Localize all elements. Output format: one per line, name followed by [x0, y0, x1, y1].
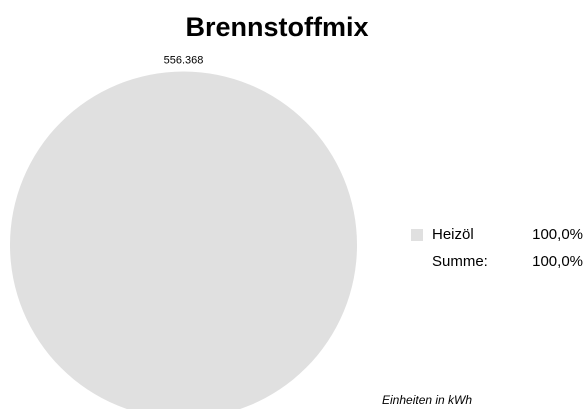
chart-title: Brennstoffmix	[185, 12, 368, 42]
annotation: Einheiten in kWh	[382, 393, 472, 407]
pie-slice	[10, 71, 357, 409]
legend-percent: 100,0%	[532, 226, 583, 243]
value-label: 556.368	[164, 54, 204, 66]
total-label: Summe:	[432, 253, 488, 270]
legend-swatch	[411, 229, 423, 241]
legend-label: Heizöl	[432, 226, 474, 243]
total-percent: 100,0%	[532, 253, 583, 270]
